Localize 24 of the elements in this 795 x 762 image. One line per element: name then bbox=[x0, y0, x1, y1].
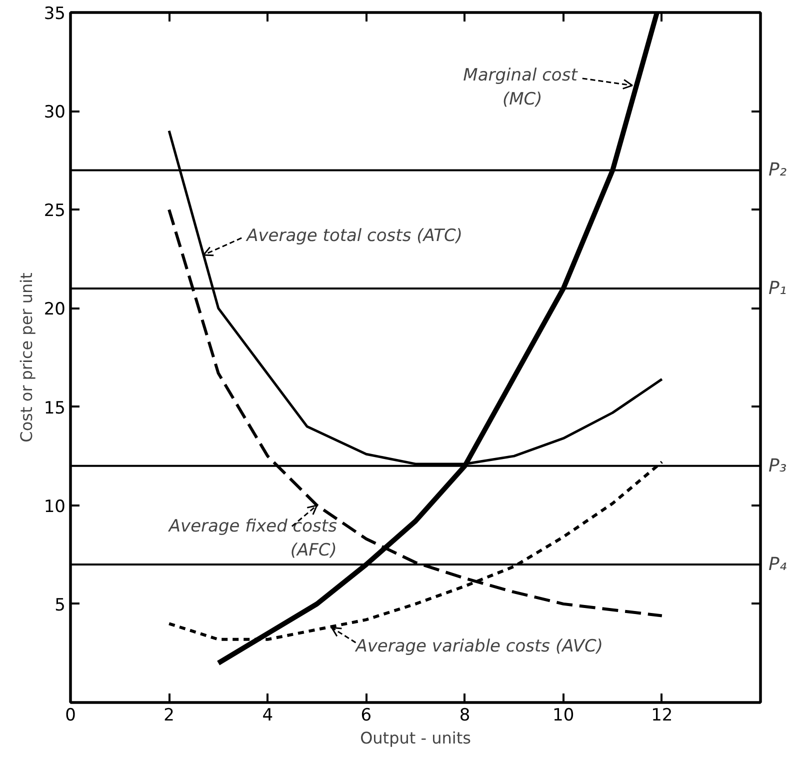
x-tick-label: 8 bbox=[459, 706, 470, 726]
x-tick-label: 12 bbox=[651, 706, 673, 726]
y-tick-label: 10 bbox=[44, 496, 66, 517]
annotation: Average variable costs (AVC) bbox=[354, 636, 603, 657]
ref-line-label: P₂ bbox=[768, 160, 787, 181]
x-tick-label: 10 bbox=[552, 706, 574, 726]
y-tick-label: 30 bbox=[44, 102, 66, 123]
y-tick-label: 35 bbox=[44, 4, 66, 24]
annotation: Average total costs (ATC) bbox=[246, 226, 463, 246]
ref-line-label: P₄ bbox=[768, 554, 788, 575]
x-tick-label: 0 bbox=[65, 706, 76, 726]
y-tick-label: 15 bbox=[44, 398, 66, 418]
y-tick-label: 25 bbox=[44, 201, 66, 222]
ref-line-label: P₃ bbox=[768, 455, 787, 476]
x-tick-label: 6 bbox=[360, 706, 372, 726]
annotation: Marginal cost (MC) bbox=[463, 65, 579, 110]
y-axis-title: Cost or price per unit bbox=[16, 272, 36, 442]
x-tick-label: 2 bbox=[164, 706, 174, 726]
x-tick-label: 4 bbox=[262, 706, 274, 726]
ref-line-label: P₁ bbox=[768, 278, 787, 299]
y-tick-label: 20 bbox=[44, 300, 66, 320]
x-axis-title: Output - units bbox=[360, 728, 471, 748]
y-tick-label: 5 bbox=[54, 595, 66, 616]
annotation: Average fixed costs (AFC) bbox=[168, 516, 338, 560]
